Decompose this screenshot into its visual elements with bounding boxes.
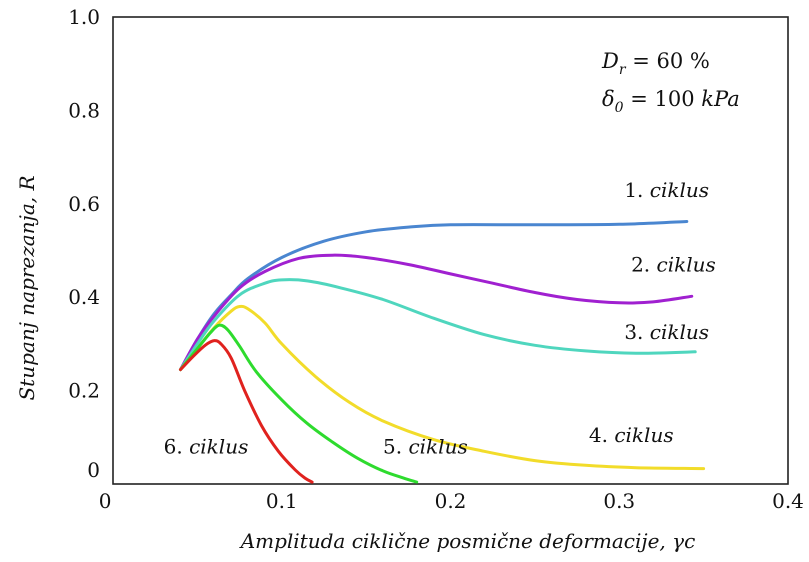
y-tick-label: 0.2: [68, 379, 100, 403]
series-label-5: 5. ciklus: [383, 435, 468, 459]
series-line-4: [179, 304, 706, 471]
x-tick-label: 0.4: [772, 489, 804, 513]
series-label-4: 4. ciklus: [589, 423, 674, 447]
series-lines: [179, 220, 706, 484]
series-line-3: [179, 278, 697, 372]
plot-area: 0 0.1 0.2 0.3 0.4 0 0.2 0.4 0.6 0.8 1.0 1. ciklus…: [68, 5, 804, 513]
confining-stress-annotation: δ0 = 100 kPa: [602, 87, 740, 116]
relative-density-annotation: Dr = 60 %: [601, 49, 710, 78]
y-axis-label: Stupanj naprezanja, R: [15, 175, 39, 400]
delta-symbol: δ: [602, 87, 615, 111]
y-tick-label: 1.0: [68, 5, 100, 29]
x-tick-label: 0.1: [266, 489, 298, 513]
y-axis-ticks: 0 0.2 0.4 0.6 0.8 1.0: [68, 5, 100, 482]
series-labels: 1. ciklus 2. ciklus 3. ciklus 4. ciklus 5. c…: [164, 178, 716, 459]
dr-symbol: D: [601, 49, 619, 73]
y-tick-label: 0.6: [68, 192, 100, 216]
x-tick-label: 0: [99, 489, 112, 513]
plot-frame: [112, 16, 789, 485]
y-tick-label: 0: [87, 458, 100, 482]
dr-subscript: r: [619, 62, 627, 78]
x-axis-ticks: 0 0.1 0.2 0.3 0.4: [99, 489, 804, 513]
series-line-6: [179, 339, 314, 484]
series-line-5: [179, 323, 419, 484]
series-label-6: 6. ciklus: [164, 435, 249, 459]
series-label-3: 3. ciklus: [624, 320, 709, 344]
delta-unit: kPa: [701, 87, 739, 111]
delta-value: = 100: [624, 87, 702, 111]
x-tick-label: 0.2: [435, 489, 467, 513]
series-label-2: 2. ciklus: [631, 253, 716, 277]
series-label-1: 1. ciklus: [624, 178, 709, 202]
delta-subscript: 0: [615, 100, 624, 116]
dr-value: = 60 %: [626, 49, 710, 73]
x-axis-label: Amplituda ciklične posmične deformacije,…: [239, 529, 696, 553]
x-tick-label: 0.3: [603, 489, 635, 513]
series-line-1: [179, 220, 689, 372]
series-line-2: [179, 253, 694, 372]
y-tick-label: 0.8: [68, 98, 100, 122]
y-tick-label: 0.4: [68, 285, 100, 309]
